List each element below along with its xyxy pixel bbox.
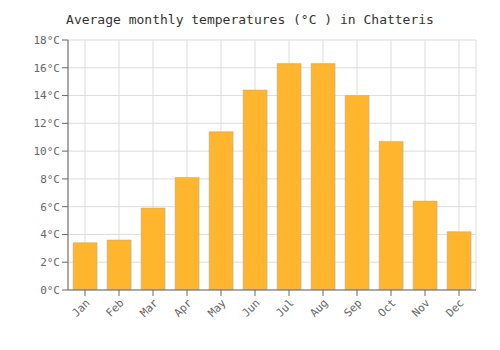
html-text:Average monthly temperatures (: Average monthly temperatures (°C ) in Ch… xyxy=(66,12,434,27)
svg-text:Dec: Dec xyxy=(443,296,466,319)
svg-text:Aug: Aug xyxy=(307,296,330,319)
svg-text:2°C: 2°C xyxy=(40,256,60,269)
svg-text:Apr: Apr xyxy=(171,296,195,320)
svg-text:0°C: 0°C xyxy=(40,284,60,297)
svg-text:Jan: Jan xyxy=(69,296,92,319)
svg-text:Sep: Sep xyxy=(341,296,364,319)
svg-text:Jul: Jul xyxy=(273,296,296,319)
svg-text:10°C: 10°C xyxy=(34,145,61,158)
svg-text:Mar: Mar xyxy=(137,296,161,320)
svg-text:Jun: Jun xyxy=(239,296,262,319)
svg-text:Oct: Oct xyxy=(375,296,398,319)
svg-text:12°C: 12°C xyxy=(34,117,61,130)
svg-text:8°C: 8°C xyxy=(40,173,60,186)
svg-text:May: May xyxy=(205,296,229,320)
svg-text:Feb: Feb xyxy=(103,296,126,319)
svg-text:18°C: 18°C xyxy=(34,34,61,47)
svg-text:14°C: 14°C xyxy=(34,89,61,102)
svg-text:Nov: Nov xyxy=(409,296,433,320)
svg-text:16°C: 16°C xyxy=(34,62,61,75)
svg-text:4°C: 4°C xyxy=(40,228,60,241)
svg-text:6°C: 6°C xyxy=(40,201,60,214)
